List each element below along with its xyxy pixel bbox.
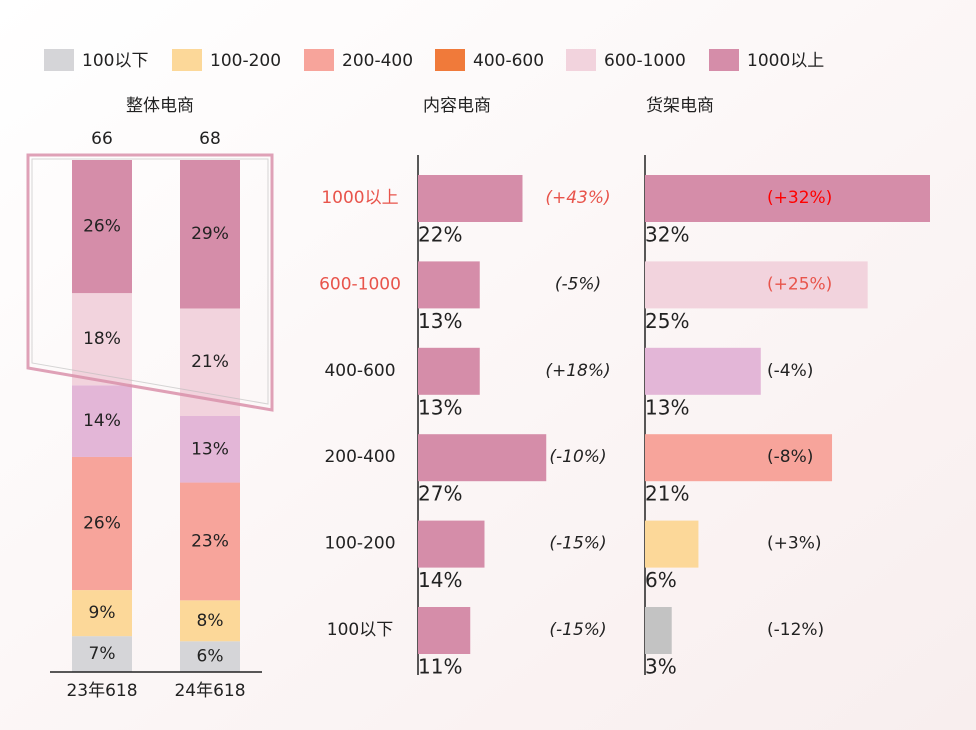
zoom-frame <box>26 153 274 412</box>
annotation: (-4%) <box>767 361 813 381</box>
bar-segment <box>72 385 132 457</box>
legend-swatch <box>435 49 465 71</box>
bar-segment <box>72 293 132 386</box>
data-label: 14% <box>418 568 462 592</box>
data-label: 13% <box>418 395 462 419</box>
annotation: (+18%) <box>545 361 610 381</box>
bar-segment <box>180 600 240 642</box>
annotation: (-15%) <box>549 620 606 640</box>
legend-label: 100-200 <box>210 51 281 71</box>
data-label: 22% <box>418 223 462 247</box>
data-label: 26% <box>83 217 121 237</box>
y-tick-label: 100以下 <box>327 620 393 640</box>
bar <box>418 261 480 309</box>
chart-title: 货架电商 <box>646 96 714 116</box>
annotation: (-8%) <box>767 447 813 467</box>
data-label: 13% <box>645 395 689 419</box>
y-tick-label: 600-1000 <box>319 274 401 294</box>
bar-segment <box>72 456 132 591</box>
annotation: (+25%) <box>767 274 832 294</box>
annotation: (-5%) <box>555 274 601 294</box>
data-label: 21% <box>191 352 229 372</box>
data-label: 9% <box>89 603 116 623</box>
annotation: (+43%) <box>545 188 610 208</box>
legend-label: 100以下 <box>82 51 148 71</box>
bar-segment <box>180 160 240 309</box>
bar <box>645 434 833 482</box>
legend-label: 400-600 <box>473 51 544 71</box>
zoom-frame-inner <box>31 158 269 405</box>
data-label: 7% <box>89 644 116 664</box>
legend-swatch <box>44 49 74 71</box>
bar-segment <box>72 636 132 672</box>
annotation: (-10%) <box>549 447 606 467</box>
legend-swatch <box>304 49 334 71</box>
data-label: 13% <box>418 309 462 333</box>
x-tick-label: 24年618 <box>174 681 245 701</box>
bar-segment <box>72 160 132 294</box>
bar <box>418 347 480 395</box>
data-label: 18% <box>83 329 121 349</box>
annotation: (-12%) <box>767 620 824 640</box>
annotation: (+3%) <box>767 534 821 554</box>
data-label: 26% <box>83 514 121 534</box>
annotation: (-15%) <box>549 534 606 554</box>
total-label: 66 <box>91 129 113 149</box>
legend-label: 1000以上 <box>747 51 824 71</box>
bar <box>418 607 471 654</box>
y-tick-label: 200-400 <box>324 447 395 467</box>
bar <box>645 607 672 654</box>
data-label: 32% <box>645 223 689 247</box>
data-label: 8% <box>197 611 224 631</box>
x-tick-label: 23年618 <box>66 681 137 701</box>
data-label: 25% <box>645 309 689 333</box>
data-label: 6% <box>645 568 677 592</box>
bar <box>645 261 868 309</box>
y-tick-label: 100-200 <box>324 534 395 554</box>
legend-swatch <box>566 49 596 71</box>
data-label: 23% <box>191 531 229 551</box>
legend-label: 200-400 <box>342 51 413 71</box>
data-label: 14% <box>83 411 121 431</box>
data-label: 3% <box>645 655 677 679</box>
bar <box>645 175 930 222</box>
data-label: 11% <box>418 655 462 679</box>
annotation: (+32%) <box>767 188 832 208</box>
data-label: 29% <box>191 224 229 244</box>
data-label: 21% <box>645 482 689 506</box>
y-tick-label: 400-600 <box>324 361 395 381</box>
bar <box>418 520 485 568</box>
bar <box>418 434 547 482</box>
data-label: 13% <box>191 439 229 459</box>
y-tick-label: 1000以上 <box>321 188 398 208</box>
total-label: 68 <box>199 129 221 149</box>
bar <box>645 520 699 568</box>
bar-segment <box>72 590 132 637</box>
bar-segment <box>180 482 240 601</box>
bar-segment <box>180 416 240 483</box>
legend-label: 600-1000 <box>604 51 686 71</box>
chart-title: 整体电商 <box>126 96 194 116</box>
chart-title: 内容电商 <box>423 96 491 116</box>
bar-segment <box>180 641 240 672</box>
legend-swatch <box>709 49 739 71</box>
data-label: 6% <box>197 647 224 667</box>
bar <box>418 175 523 222</box>
data-label: 27% <box>418 482 462 506</box>
bar <box>645 347 761 395</box>
legend-swatch <box>172 49 202 71</box>
